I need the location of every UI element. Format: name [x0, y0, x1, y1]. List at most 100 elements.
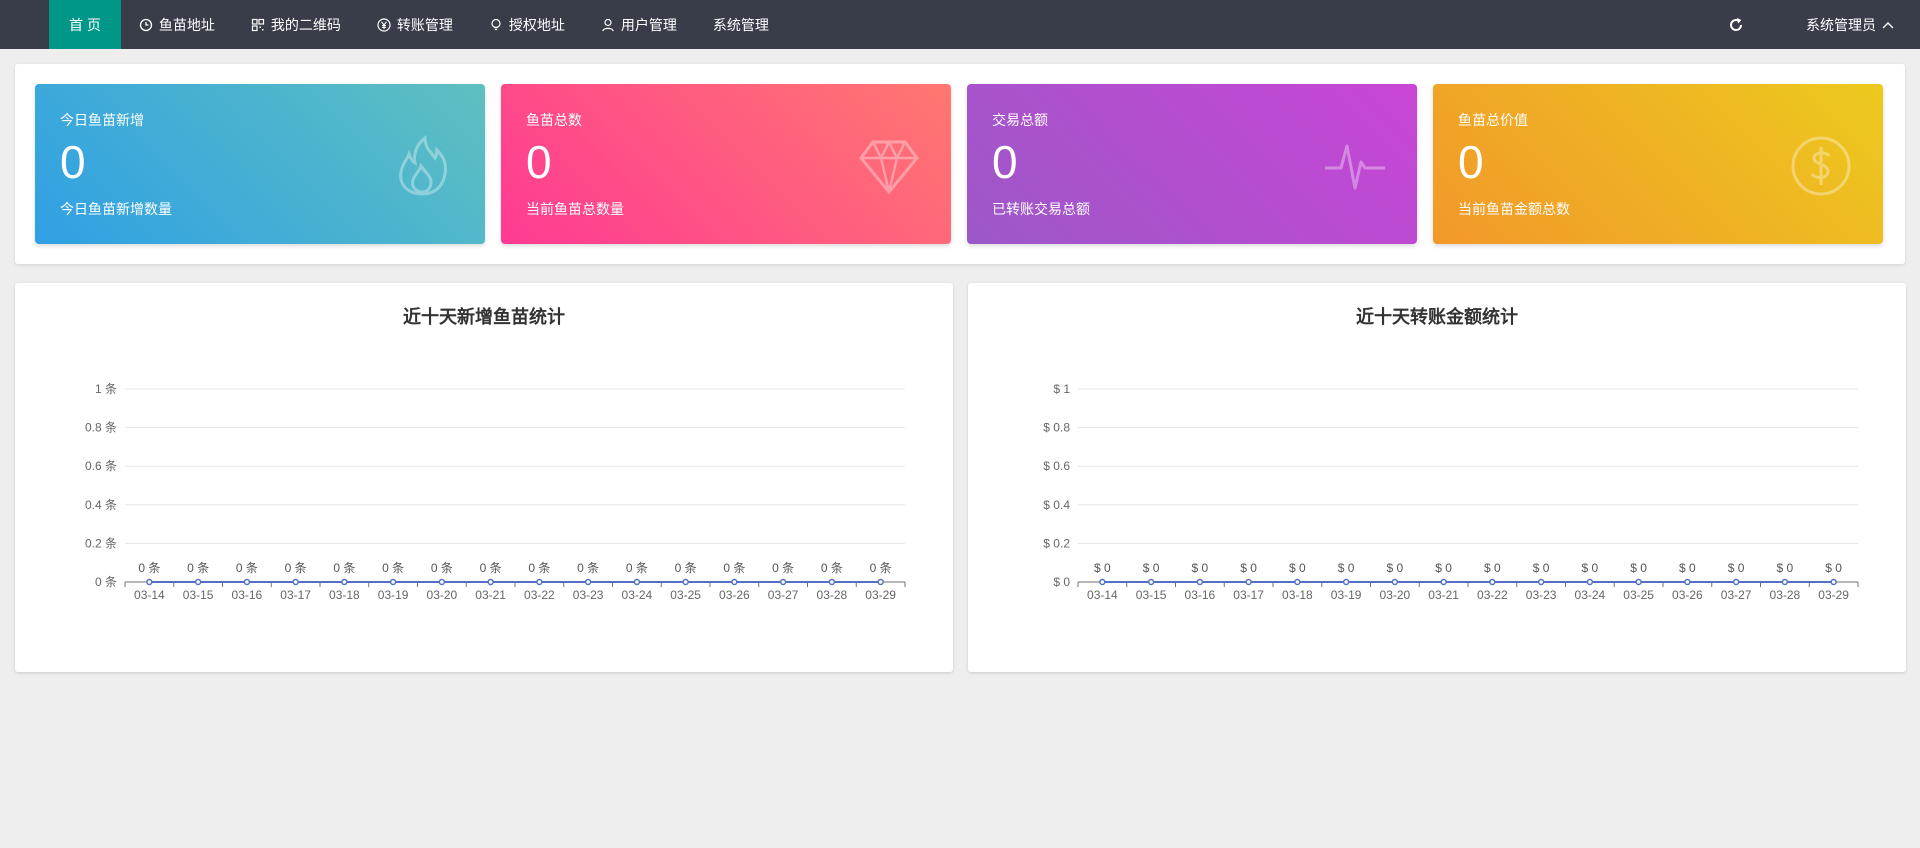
data-point[interactable]: [1245, 578, 1252, 586]
x-tick-label: 03-16: [1185, 588, 1216, 602]
data-point[interactable]: [682, 578, 689, 586]
data-point[interactable]: [1099, 578, 1106, 586]
data-label: $ 0: [1094, 561, 1111, 575]
nav-system[interactable]: 系统管理: [695, 0, 787, 49]
nav-users[interactable]: 用户管理: [583, 0, 695, 49]
nav-auth-address[interactable]: 授权地址: [471, 0, 583, 49]
x-tick-label: 03-19: [378, 588, 409, 602]
data-label: 0 条: [236, 561, 258, 575]
data-label: 0 条: [528, 561, 550, 575]
data-point[interactable]: [487, 578, 494, 586]
data-point[interactable]: [1586, 578, 1594, 586]
data-point[interactable]: [1781, 578, 1789, 586]
data-point[interactable]: [633, 578, 641, 586]
stat-card-value: 0: [992, 136, 1018, 188]
user-icon: [601, 18, 615, 32]
data-point[interactable]: [194, 578, 202, 586]
data-label: 0 条: [285, 561, 307, 575]
data-point[interactable]: [341, 578, 348, 586]
data-point[interactable]: [243, 578, 251, 586]
clock-icon: [139, 18, 153, 32]
top-navbar: 首 页 鱼苗地址 我的二维码 转账管理 授权地址: [0, 0, 1920, 49]
nav-system-label: 系统管理: [712, 16, 769, 33]
stat-card-title: 鱼苗总数: [526, 112, 582, 128]
y-tick-label: 1 条: [95, 382, 117, 396]
user-menu[interactable]: 系统管理员: [1806, 15, 1894, 35]
chart-new-fish: 0 条 0.2 条 0.4 条 0.6 条 0.8 条 1 条 0 条 03-14 0 条 03-…: [85, 382, 906, 602]
nav-transfer[interactable]: 转账管理: [359, 0, 471, 49]
x-tick-label: 03-17: [1233, 588, 1264, 602]
stat-card-today-new: 今日鱼苗新增 0 今日鱼苗新增数量: [35, 84, 485, 244]
x-tick-label: 03-22: [524, 588, 555, 602]
data-point[interactable]: [584, 578, 592, 586]
data-point[interactable]: [877, 578, 884, 586]
data-label: $ 0: [1143, 561, 1160, 575]
stat-card-total-fish: 鱼苗总数 0 当前鱼苗总数量: [501, 84, 951, 244]
data-label: 0 条: [480, 561, 502, 575]
y-tick-label: 0.8 条: [85, 421, 117, 435]
nav-transfer-label: 转账管理: [396, 16, 453, 33]
data-point[interactable]: [1196, 578, 1204, 586]
chart-title: 近十天转账金额统计: [1356, 307, 1518, 327]
main-nav: 首 页 鱼苗地址 我的二维码 转账管理 授权地址: [49, 0, 787, 49]
x-tick-label: 03-28: [817, 588, 848, 602]
data-point[interactable]: [828, 578, 836, 586]
data-point[interactable]: [779, 578, 787, 586]
stat-card-value: 0: [526, 136, 552, 188]
data-point[interactable]: [1489, 578, 1496, 586]
data-point[interactable]: [731, 578, 738, 586]
data-label: $ 0: [1630, 561, 1647, 575]
data-point[interactable]: [292, 578, 299, 586]
data-point[interactable]: [1342, 578, 1350, 586]
data-point[interactable]: [1537, 578, 1545, 586]
y-tick-label: $ 0.4: [1043, 498, 1070, 512]
x-tick-label: 03-21: [1428, 588, 1459, 602]
nav-my-qrcode[interactable]: 我的二维码: [233, 0, 359, 49]
x-tick-label: 03-17: [280, 588, 311, 602]
stat-card-value: 0: [60, 136, 86, 188]
data-label: 0 条: [870, 561, 892, 575]
data-label: 0 条: [138, 561, 160, 575]
x-tick-label: 03-14: [1087, 588, 1118, 602]
qrcode-icon: [251, 18, 265, 32]
y-tick-label: $ 0.2: [1043, 536, 1070, 550]
nav-fish-address[interactable]: 鱼苗地址: [121, 0, 233, 49]
data-label: 0 条: [626, 561, 648, 575]
data-point[interactable]: [1684, 578, 1691, 586]
data-label: $ 0: [1192, 561, 1209, 575]
data-point[interactable]: [438, 578, 446, 586]
nav-fish-address-label: 鱼苗地址: [158, 16, 215, 33]
x-tick-label: 03-18: [1282, 588, 1313, 602]
data-label: 0 条: [577, 561, 599, 575]
nav-auth-address-label: 授权地址: [508, 16, 565, 33]
nav-home[interactable]: 首 页: [49, 0, 121, 49]
x-tick-label: 03-23: [573, 588, 604, 602]
data-point[interactable]: [1391, 578, 1399, 586]
x-tick-label: 03-20: [1380, 588, 1411, 602]
data-label: $ 0: [1387, 561, 1404, 575]
x-tick-label: 03-25: [670, 588, 701, 602]
data-label: $ 0: [1679, 561, 1696, 575]
data-point[interactable]: [1440, 578, 1447, 586]
data-point[interactable]: [1294, 578, 1301, 586]
stat-card-subtitle: 已转账交易总额: [992, 201, 1090, 217]
data-point[interactable]: [1147, 578, 1155, 586]
data-label: $ 0: [1338, 561, 1355, 575]
data-point[interactable]: [536, 578, 543, 586]
chart-panel-transfer-amount: 近十天转账金额统计 $ 0 $ 0.2 $ 0.4 $ 0.6 $ 0.8 $ 1 $ 0 0…: [968, 283, 1906, 672]
x-tick-label: 03-24: [622, 588, 653, 602]
data-point[interactable]: [1732, 578, 1740, 586]
fire-icon: [399, 134, 447, 196]
chevron-up-icon: [1882, 21, 1894, 28]
data-point[interactable]: [1635, 578, 1642, 586]
x-tick-label: 03-23: [1526, 588, 1557, 602]
data-point[interactable]: [146, 578, 153, 586]
data-label: 0 条: [187, 561, 209, 575]
data-point[interactable]: [1830, 578, 1837, 586]
data-label: $ 0: [1240, 561, 1257, 575]
data-label: 0 条: [675, 561, 697, 575]
data-label: 0 条: [382, 561, 404, 575]
data-point[interactable]: [389, 578, 397, 586]
y-tick-label: 0 条: [95, 575, 117, 589]
refresh-icon[interactable]: [1726, 15, 1746, 35]
